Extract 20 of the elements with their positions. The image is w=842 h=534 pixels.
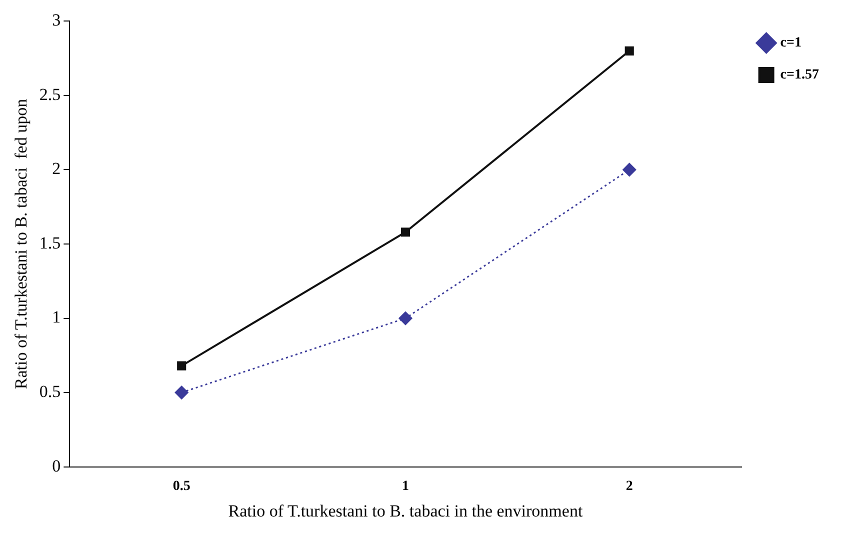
y-tick-label: 1 bbox=[52, 308, 61, 327]
legend-label: c=1.57 bbox=[780, 68, 820, 83]
y-tick-label: 1.5 bbox=[39, 233, 61, 252]
y-tick-label: 3 bbox=[52, 10, 61, 30]
legend-label: c=1 bbox=[780, 36, 802, 51]
x-tick-label: 1 bbox=[402, 478, 409, 494]
y-tick-label: 2 bbox=[52, 159, 61, 178]
point bbox=[400, 228, 410, 237]
x-axis-title: Ratio of T.turkestani to B. tabaci in the environment bbox=[228, 501, 583, 520]
x-tick-label: 2 bbox=[626, 478, 633, 494]
point bbox=[624, 46, 634, 56]
y-tick-label: 2.5 bbox=[39, 84, 61, 104]
point bbox=[177, 361, 186, 370]
y-tick-label: 0 bbox=[52, 456, 61, 476]
point bbox=[174, 386, 188, 400]
point bbox=[398, 312, 412, 326]
point bbox=[622, 162, 636, 176]
y-axis-title: Ratio of T.turkestani to B. tabaci fed upon bbox=[12, 98, 31, 390]
x-tick-label: 0.5 bbox=[172, 478, 190, 494]
y-tick-label: 0.5 bbox=[39, 382, 61, 401]
